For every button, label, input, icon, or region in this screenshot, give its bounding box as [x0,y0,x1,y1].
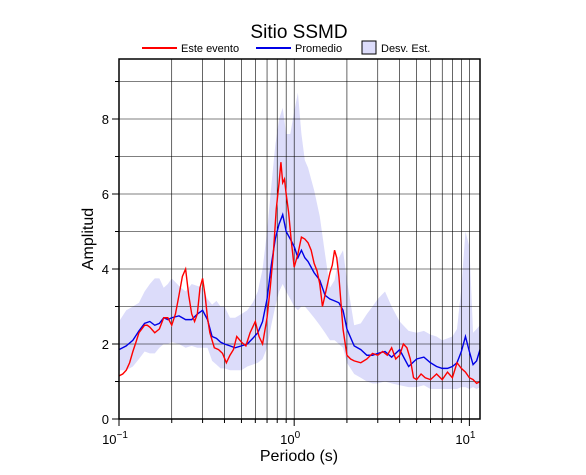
x-axis-title: Periodo (s) [260,448,338,465]
chart-title: Sitio SSMD [250,22,347,43]
y-tick-label: 2 [102,337,109,352]
x-tick-label: 101 [455,430,475,447]
plot-frame [118,58,481,420]
legend-std-swatch [361,40,377,55]
y-tick-label: 4 [102,262,109,277]
y-tick-label: 6 [102,187,109,202]
legend-std-label: Desv. Est. [381,43,430,55]
y-tick-label: 8 [102,112,109,127]
series-este-evento-line [118,162,481,385]
legend-mean-label: Promedio [295,43,342,55]
x-tick-label: 100 [280,430,300,447]
legend-event-label: Este evento [181,43,239,55]
y-axis-title: Amplitud [80,208,97,270]
x-tick-label: 10−1 [102,430,128,447]
std-band [119,92,480,389]
y-tick-label: 0 [102,412,109,427]
series-promedio-line [118,212,481,370]
legend: Este evento Promedio Desv. Est. [142,40,430,55]
